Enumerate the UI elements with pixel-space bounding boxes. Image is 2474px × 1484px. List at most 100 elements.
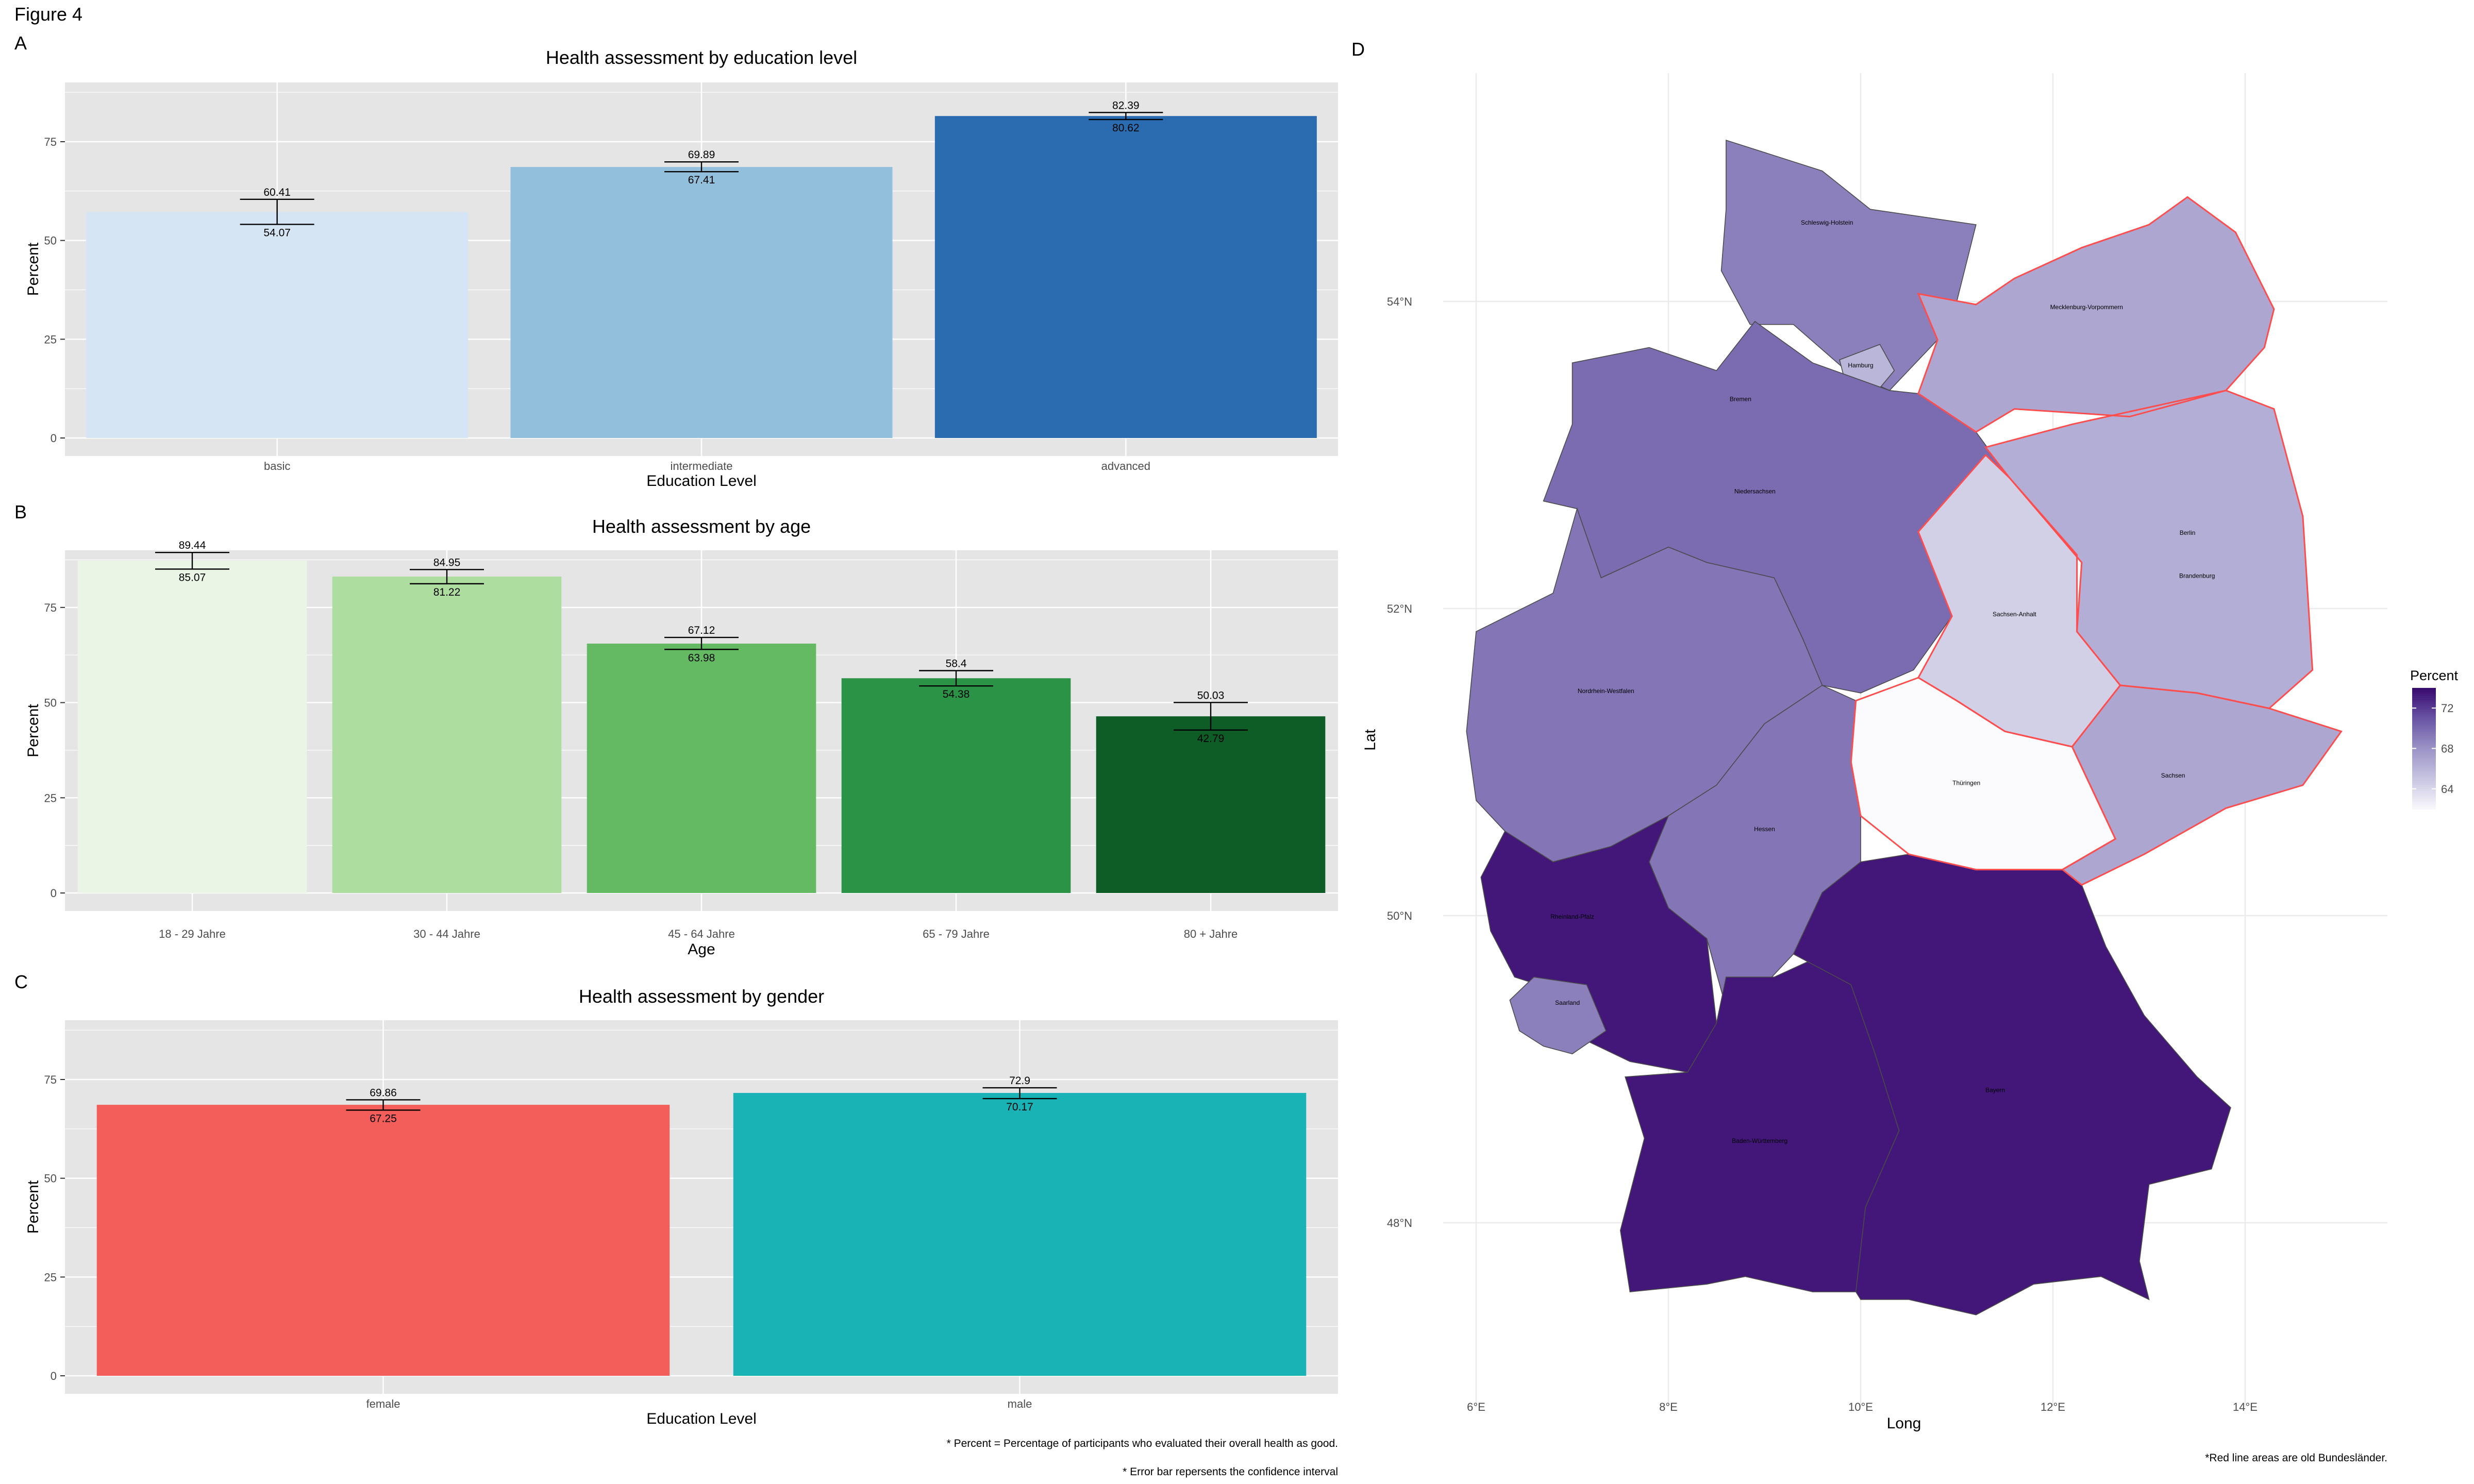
ci-lower-label: 67.25	[370, 1112, 397, 1124]
percent-note: * Percent = Percentage of participants w…	[947, 1438, 1338, 1449]
x-tick-label: advanced	[1101, 460, 1150, 473]
legend-color-step	[2412, 689, 2436, 693]
legend-tick-label: 64	[2441, 783, 2453, 796]
legend-color-step	[2412, 734, 2436, 737]
ci-upper-label: 69.89	[688, 149, 715, 161]
x-tick-label: intermediate	[670, 460, 732, 473]
ci-upper-label: 69.86	[370, 1087, 397, 1099]
legend-color-step	[2412, 783, 2436, 785]
ci-lower-label: 81.22	[433, 586, 461, 598]
y-tick-label: 50	[44, 697, 57, 710]
y-tick-label: 25	[44, 1271, 57, 1284]
y-tick-label: 75	[44, 601, 57, 614]
ci-lower-label: 80.62	[1112, 122, 1140, 134]
y-tick-label: 0	[51, 887, 57, 900]
region-label: Schleswig-Holstein	[1801, 219, 1853, 226]
legend-color-step	[2412, 762, 2436, 765]
legend-color-step	[2412, 750, 2436, 753]
x-tick-label: 14°E	[2233, 1401, 2258, 1413]
legend-color-step	[2412, 781, 2436, 784]
y-axis-label: Lat	[1362, 729, 1379, 750]
region-label: Niedersachsen	[1734, 488, 1776, 495]
bar-panels: A 60.41 54.07 basic 69.89 67.41 intermediate 82…	[14, 32, 1338, 1427]
region-label: Hessen	[1754, 825, 1775, 833]
legend-color-step	[2412, 702, 2436, 705]
ci-upper-label: 72.9	[1009, 1075, 1030, 1087]
legend-tick-label: 72	[2441, 702, 2453, 715]
panel-letter: B	[14, 501, 27, 522]
legend-color-step	[2412, 728, 2436, 731]
ci-upper-label: 82.39	[1112, 99, 1140, 111]
bar	[841, 678, 1071, 893]
legend-color-step	[2412, 700, 2436, 703]
legend-color-step	[2412, 740, 2436, 743]
x-tick-label: female	[366, 1397, 400, 1410]
errorbar-note: * Error bar repersents the confidence in…	[1123, 1466, 1338, 1478]
legend-color-step	[2412, 698, 2436, 701]
legend-color-step	[2412, 708, 2436, 711]
chart-panel-c: C 69.86 67.25 female 72.9 70.17 male 0 25 50 75 Hea…	[14, 971, 1338, 1427]
x-tick-label: 45 - 64 Jahre	[668, 927, 735, 940]
map-note: *Red line areas are old Bundesländer.	[2205, 1452, 2387, 1464]
x-tick-label: 10°E	[1848, 1401, 1873, 1413]
legend-color-step	[2412, 752, 2436, 755]
x-tick-label: 18 - 29 Jahre	[159, 927, 226, 940]
bar	[77, 560, 307, 893]
y-tick-label: 54°N	[1387, 295, 1412, 308]
x-tick-label: 6°E	[1467, 1401, 1485, 1413]
legend-color-step	[2412, 736, 2436, 739]
ci-lower-label: 63.98	[688, 652, 715, 664]
x-tick-label: 65 - 79 Jahre	[923, 927, 990, 940]
region-label: Sachsen	[2161, 772, 2185, 779]
legend-color-step	[2412, 722, 2436, 725]
legend-color-step	[2412, 720, 2436, 723]
legend-color-step	[2412, 770, 2436, 773]
legend-color-step	[2412, 764, 2436, 767]
legend-title: Percent	[2410, 668, 2459, 683]
bar	[1096, 716, 1326, 893]
bar	[86, 212, 469, 438]
legend-color-step	[2412, 688, 2436, 690]
legend-color-step	[2412, 692, 2436, 695]
legend-color-step	[2412, 786, 2436, 789]
y-tick-label: 0	[51, 1370, 57, 1382]
x-axis-label: Long	[1887, 1415, 1921, 1432]
y-axis-label: Percent	[25, 1180, 42, 1234]
x-axis-label: Age	[688, 941, 715, 958]
chart-title: Health assessment by education level	[546, 47, 857, 68]
y-tick-label: 50°N	[1387, 909, 1412, 922]
x-axis-label: Education Level	[646, 473, 757, 490]
legend-color-step	[2412, 803, 2436, 806]
y-tick-label: 50	[44, 234, 57, 247]
ci-lower-label: 54.38	[943, 688, 970, 700]
legend-color-step	[2412, 805, 2436, 808]
legend-color-step	[2412, 799, 2436, 802]
region-sachsen	[2062, 685, 2342, 886]
ci-upper-label: 50.03	[1197, 689, 1225, 701]
legend-color-step	[2412, 766, 2436, 769]
ci-lower-label: 85.07	[179, 571, 206, 583]
bar	[96, 1105, 670, 1376]
x-tick-label: basic	[264, 460, 290, 473]
panel-letter: D	[1351, 39, 1365, 60]
chart-panel-b: B 89.44 85.07 18 - 29 Jahre 84.95 81.22 30 - 4…	[14, 501, 1338, 958]
region-label: Bremen	[1730, 396, 1751, 403]
ci-lower-label: 70.17	[1006, 1101, 1033, 1113]
ci-lower-label: 67.41	[688, 174, 715, 186]
region-label: Saarland	[1555, 999, 1580, 1006]
y-tick-label: 50	[44, 1172, 57, 1185]
legend-color-step	[2412, 777, 2436, 780]
legend-color-step	[2412, 795, 2436, 798]
legend-color-step	[2412, 718, 2436, 721]
region-label: Hamburg	[1848, 362, 1873, 369]
legend-tick-label: 68	[2441, 743, 2453, 755]
y-tick-label: 75	[44, 1073, 57, 1086]
legend-color-step	[2412, 742, 2436, 745]
region-label: Sachsen-Anhalt	[1993, 611, 2036, 618]
legend-color-step	[2412, 724, 2436, 727]
legend-color-step	[2412, 716, 2436, 719]
legend-color-step	[2412, 712, 2436, 715]
y-tick-label: 25	[44, 791, 57, 804]
legend-color-step	[2412, 779, 2436, 782]
